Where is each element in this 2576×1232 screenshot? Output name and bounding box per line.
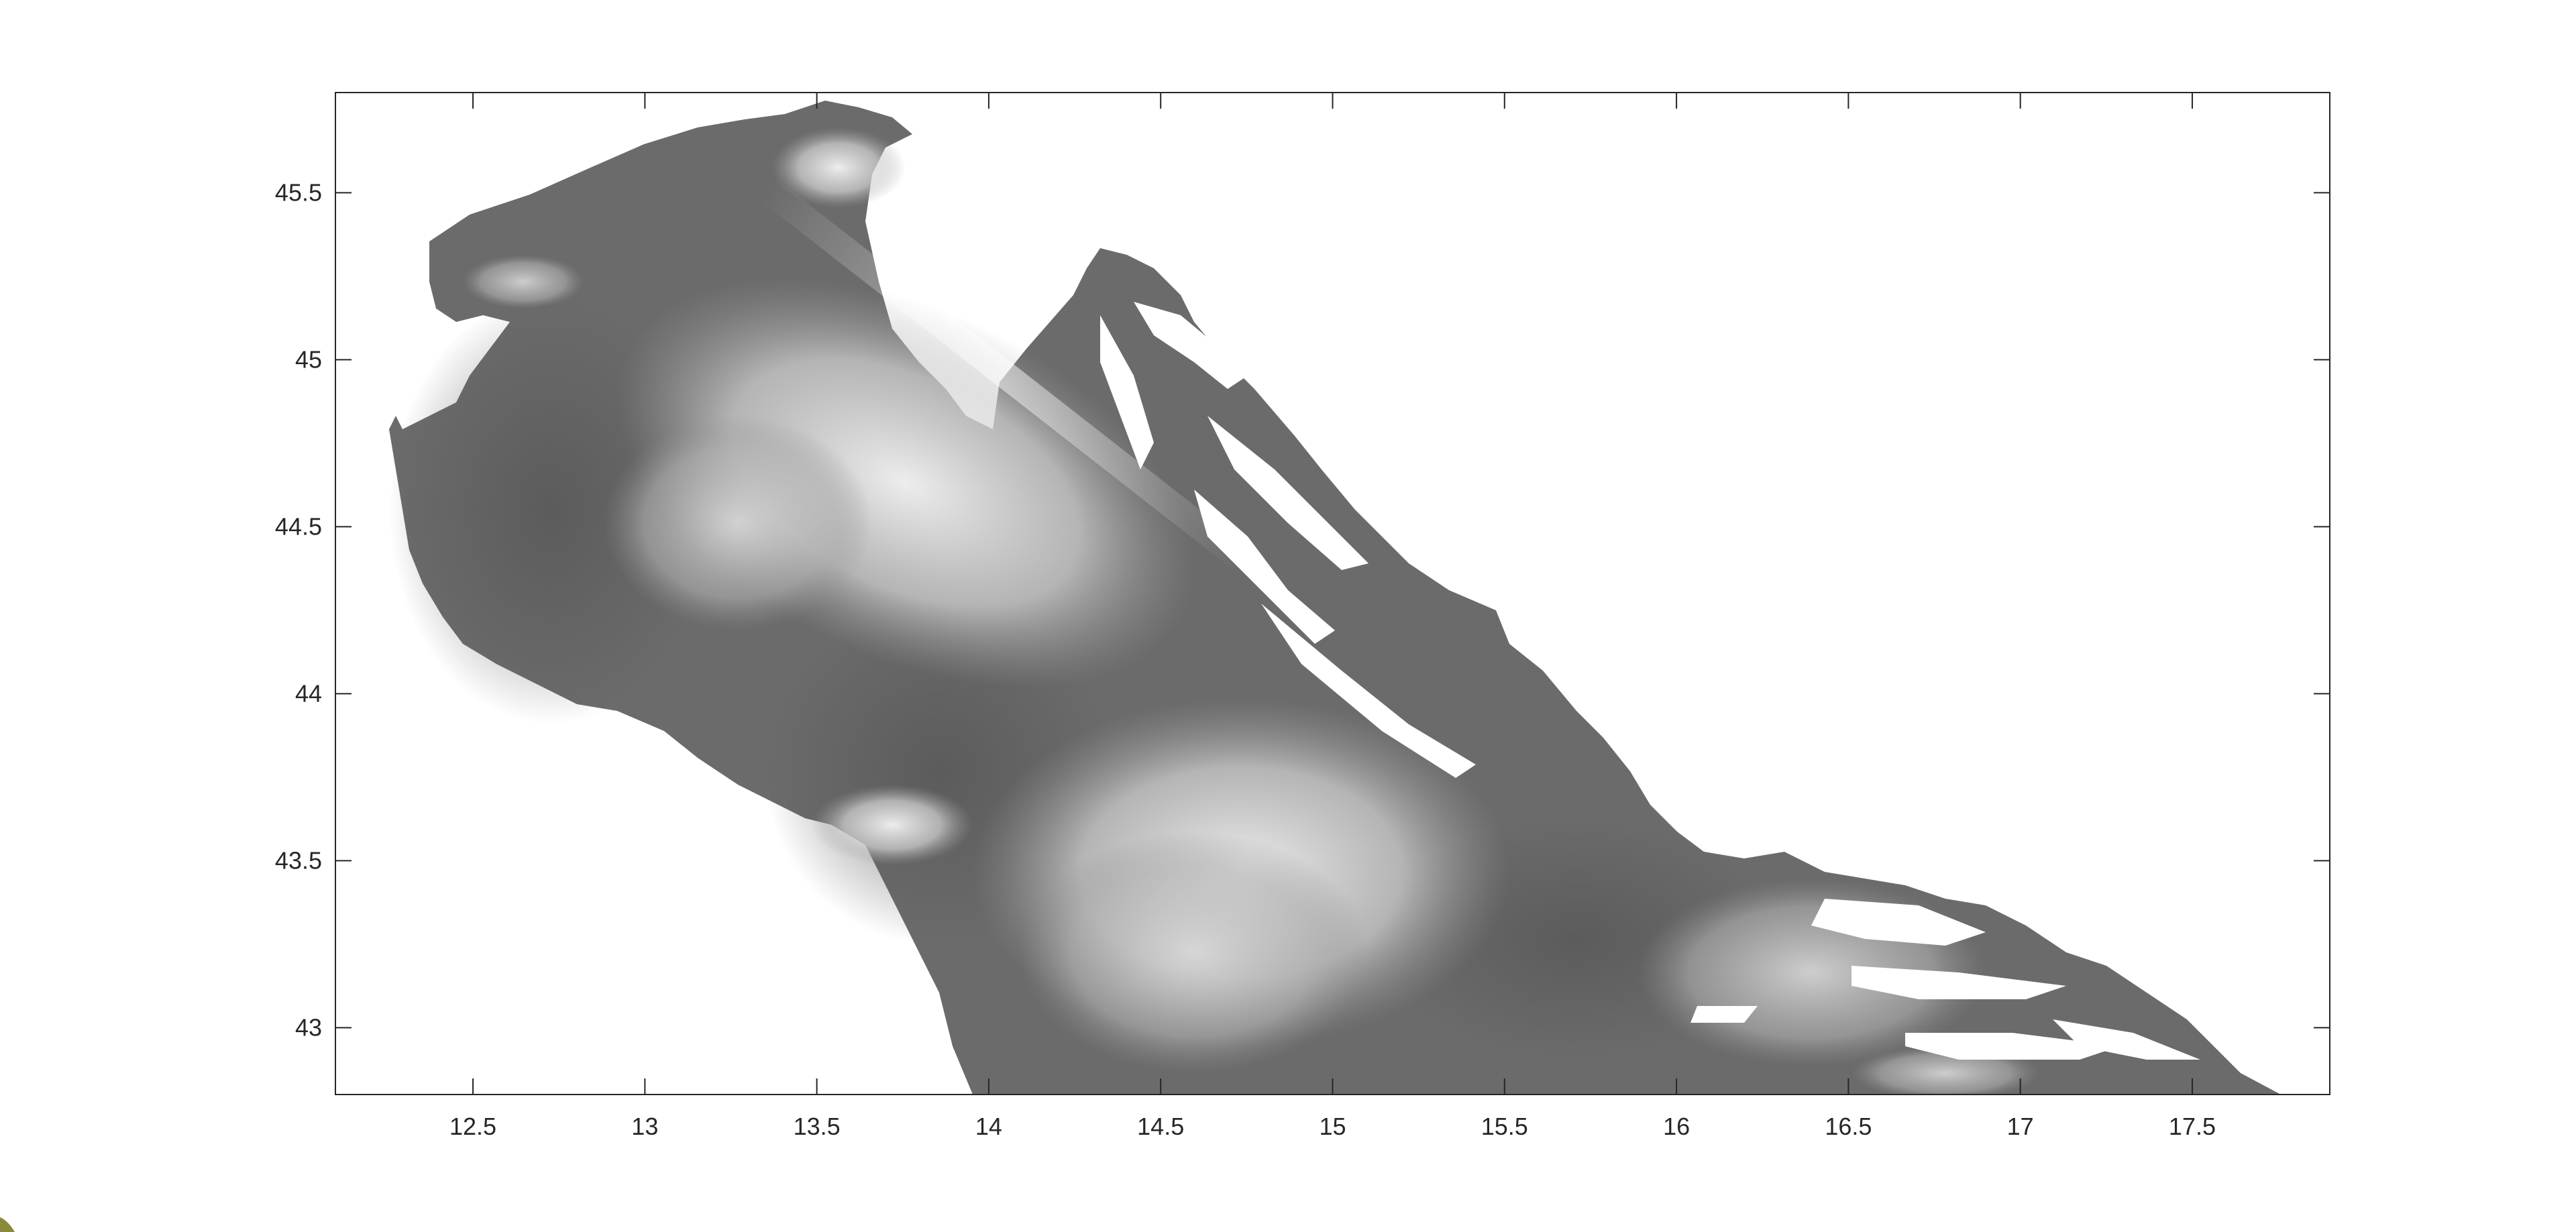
x-tick-label: 15.5 [1481, 1113, 1528, 1140]
y-tick-label: 43 [295, 1013, 322, 1041]
x-tick-label: 17.5 [2169, 1113, 2216, 1140]
island [1100, 315, 1154, 469]
y-tick-label: 44 [295, 679, 322, 707]
x-tick-label: 13 [631, 1113, 658, 1140]
axes: 12.5 13 13.5 14 14.5 15 15.5 16 16.5 17 17.5 43 43.… [275, 92, 2330, 1140]
y-tick-label: 45.5 [275, 178, 322, 206]
island [2053, 1019, 2200, 1060]
x-tick-label: 12.5 [449, 1113, 496, 1140]
x-tick-label: 14 [975, 1113, 1002, 1140]
field-streak [760, 179, 1252, 572]
island [1811, 899, 1986, 946]
island [1208, 416, 1368, 570]
field-bright-patch [812, 785, 973, 865]
island [1261, 604, 1476, 778]
corner-mark [0, 1217, 15, 1232]
x-tick-label: 15 [1319, 1113, 1346, 1140]
island [1851, 966, 2066, 999]
x-axis-ticks: 12.5 13 13.5 14 14.5 15 15.5 16 16.5 17 17.5 [449, 93, 2216, 1140]
field-bright-patch [1020, 832, 1368, 1073]
y-tick-label: 43.5 [275, 846, 322, 874]
island [1905, 1033, 2120, 1060]
field-bright-patch [604, 416, 872, 630]
x-tick-label: 17 [2007, 1113, 2034, 1140]
x-tick-label: 16 [1663, 1113, 1690, 1140]
x-tick-label: 16.5 [1825, 1113, 1872, 1140]
field-bright-patch [771, 127, 906, 208]
y-tick-label: 44.5 [275, 512, 322, 540]
x-tick-label: 13.5 [794, 1113, 841, 1140]
field-bright-patch [463, 255, 584, 309]
island [1194, 490, 1335, 644]
island [1690, 1006, 1758, 1023]
y-axis-ticks: 43 43.5 44 44.5 45 45.5 [275, 178, 2330, 1041]
island [1134, 302, 1248, 389]
y-tick-label: 45 [295, 345, 322, 373]
sea-field [389, 101, 2281, 1095]
x-tick-label: 14.5 [1137, 1113, 1184, 1140]
